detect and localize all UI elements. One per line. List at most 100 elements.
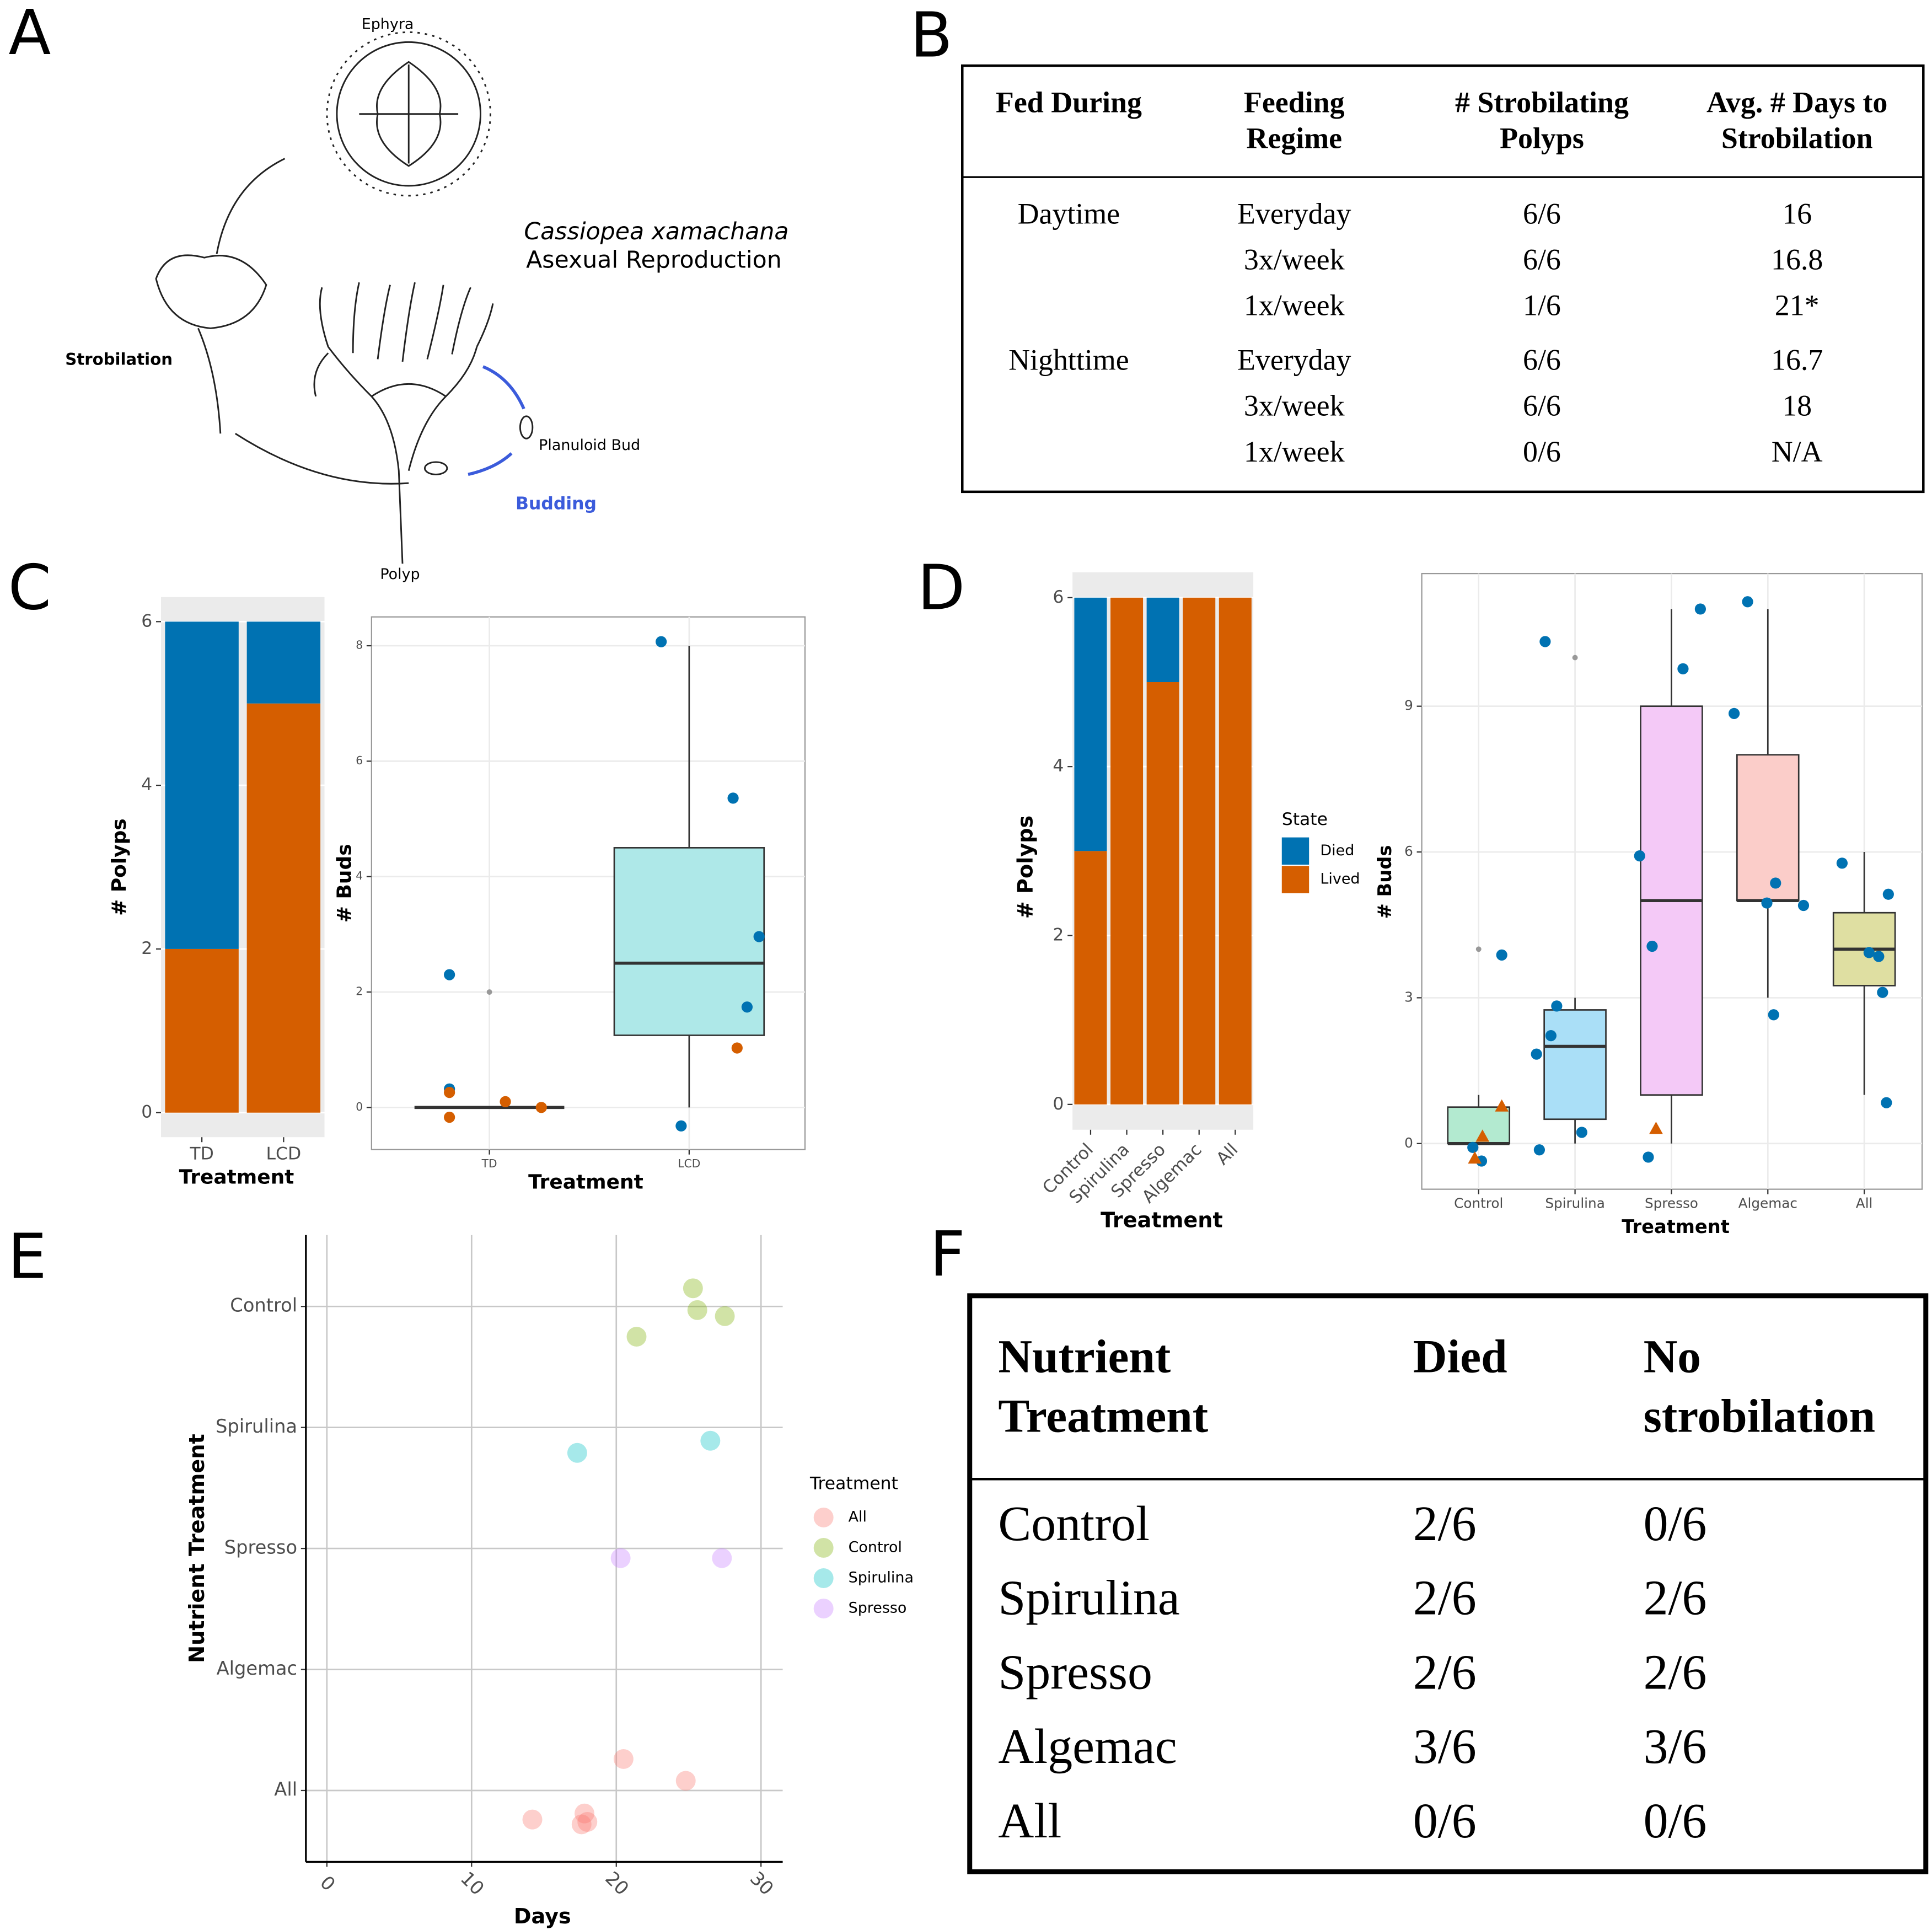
y-tick-label: 0 <box>356 1100 363 1113</box>
point <box>626 1327 647 1347</box>
table-cell: 3/6 <box>1413 1719 1477 1774</box>
y-tick-label: 6 <box>141 611 152 631</box>
x-tick-label: Algemac <box>1738 1195 1797 1211</box>
bar-segment <box>246 621 321 704</box>
cycle-arrow <box>234 433 409 485</box>
diagram-label: Planuloid Bud <box>539 437 640 454</box>
y-axis-title: # Polyps <box>1014 816 1038 919</box>
y-tick-label: 0 <box>1404 1135 1413 1151</box>
ephyra-body <box>336 41 481 187</box>
table-cell: 6/6 <box>1523 197 1561 230</box>
table-cell: Algemac <box>998 1719 1177 1774</box>
table-cell: 2/6 <box>1413 1571 1477 1626</box>
x-tick-label: 0 <box>316 1872 340 1895</box>
diagram-label: Strobilation <box>65 350 173 369</box>
point <box>1545 1030 1557 1042</box>
y-tick-label: Control <box>230 1295 297 1316</box>
x-tick-label: Control <box>1454 1195 1503 1211</box>
bud <box>423 461 448 475</box>
point <box>1882 888 1894 900</box>
plot-background <box>371 616 806 1150</box>
legend-key <box>1281 866 1310 893</box>
bar-segment <box>1146 597 1179 682</box>
table-f-border <box>967 1293 1929 1874</box>
table-cell: 2/6 <box>1644 1645 1707 1700</box>
legend-label: Died <box>1320 842 1354 859</box>
x-tick-label: Spirulina <box>1545 1195 1604 1211</box>
y-tick-label: 6 <box>1053 587 1064 607</box>
y-tick-label: 2 <box>141 939 152 958</box>
y-tick-label: Spirulina <box>216 1416 297 1437</box>
table-cell: Control <box>998 1497 1150 1551</box>
table-cell: 21* <box>1775 289 1820 322</box>
table-cell: 3x/week <box>1244 389 1345 422</box>
table-header: Died <box>1413 1331 1507 1382</box>
panel-label: D <box>917 553 965 624</box>
table-header: Strobilation <box>1721 121 1873 154</box>
table-cell: Spresso <box>998 1645 1152 1700</box>
legend-label: Control <box>849 1538 902 1556</box>
table-cell: 0/6 <box>1523 435 1561 468</box>
legend-title: Treatment <box>809 1473 898 1493</box>
point <box>1467 1141 1479 1153</box>
outlier <box>1572 655 1578 661</box>
box <box>613 847 765 1036</box>
x-axis-title: Treatment <box>179 1166 294 1188</box>
life-cycle-sketch <box>155 31 534 564</box>
bar-segment <box>1219 597 1252 1105</box>
table-cell: 2/6 <box>1413 1497 1477 1551</box>
panel-label: B <box>910 0 953 72</box>
point <box>1531 1048 1542 1060</box>
point <box>1539 636 1551 647</box>
legend-label: All <box>849 1508 867 1525</box>
y-tick-label: 8 <box>356 639 363 652</box>
y-tick-label: 4 <box>1053 756 1064 776</box>
point <box>1881 1097 1892 1108</box>
bar-segment <box>1074 597 1107 851</box>
outlier <box>486 989 492 995</box>
table-cell: Everyday <box>1237 197 1351 230</box>
point <box>741 1001 753 1013</box>
point <box>1533 1144 1545 1156</box>
point <box>444 969 455 980</box>
point <box>1742 596 1753 608</box>
x-tick-label: 20 <box>601 1868 633 1900</box>
diagram-label: Ephyra <box>362 15 414 33</box>
panel-label: A <box>8 0 51 69</box>
table-cell: 6/6 <box>1523 389 1561 422</box>
point <box>1649 1122 1663 1134</box>
y-tick-label: 4 <box>356 869 363 882</box>
y-tick-label: 6 <box>356 754 363 767</box>
bar-segment <box>1110 597 1144 1105</box>
tentacles <box>313 282 494 397</box>
point <box>1873 951 1885 962</box>
point <box>1475 1155 1488 1167</box>
y-tick-label: 0 <box>141 1102 152 1122</box>
diagram-label: Asexual Reproduction <box>526 246 782 274</box>
panel-label: C <box>8 553 51 624</box>
point <box>715 1306 735 1326</box>
table-cell: 0/6 <box>1644 1497 1707 1551</box>
bar-segment <box>165 948 239 1113</box>
table-header: # Strobilating <box>1455 85 1629 119</box>
point <box>444 1087 455 1098</box>
table-cell: N/A <box>1772 435 1823 468</box>
point <box>1634 850 1645 862</box>
diagram-label: Budding <box>516 494 597 513</box>
table-cell: 3/6 <box>1644 1719 1707 1774</box>
cycle-arrow <box>216 158 286 254</box>
point <box>1836 857 1848 869</box>
table-cell: 2/6 <box>1413 1645 1477 1700</box>
table-cell: 6/6 <box>1523 344 1561 377</box>
point <box>1551 1000 1563 1012</box>
bar-segment <box>1146 682 1179 1105</box>
ephyra-detail <box>359 61 459 167</box>
point <box>753 931 765 942</box>
point <box>1495 1099 1509 1112</box>
budding-arrow <box>482 365 525 410</box>
point <box>683 1278 703 1299</box>
table-cell: 1x/week <box>1244 289 1345 322</box>
table-cell: 6/6 <box>1523 243 1561 276</box>
table-cell: 0/6 <box>1644 1794 1707 1848</box>
